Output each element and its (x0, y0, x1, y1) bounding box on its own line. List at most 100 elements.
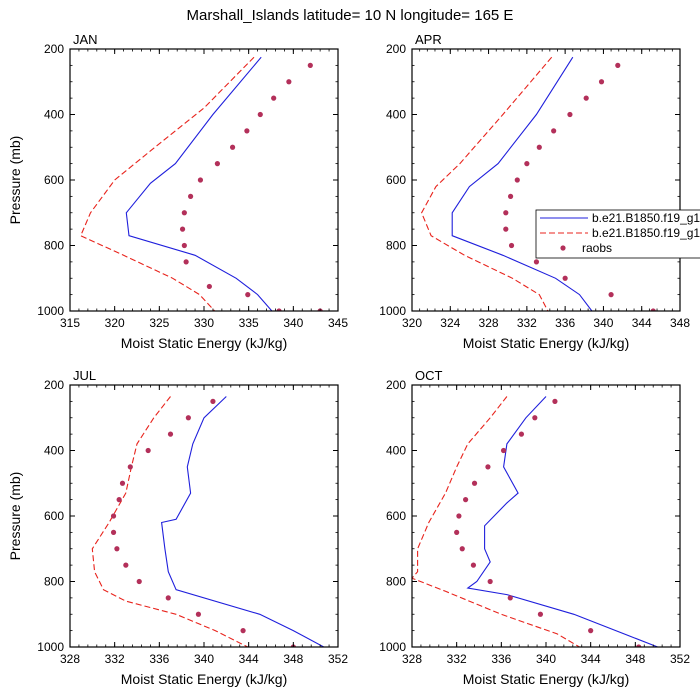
x-tick-label: 325 (149, 316, 169, 330)
y-tick-label: 1000 (37, 640, 64, 654)
x-tick-label: 328 (402, 652, 422, 666)
raobs-point (459, 546, 465, 552)
raobs-point (615, 62, 621, 68)
raobs-point (567, 111, 573, 118)
y-tick-label: 600 (386, 509, 406, 523)
raobs-point (114, 546, 120, 552)
y-tick-label: 200 (386, 378, 406, 392)
raobs-point (507, 595, 513, 601)
x-tick-label: 336 (555, 316, 575, 330)
raobs-point (185, 415, 191, 421)
raobs-point (110, 513, 117, 519)
panel-jul: 328 332 336 340 344 348 352 200 400 600 800 1000 JUL… (7, 368, 348, 687)
y-tick-label: 400 (44, 108, 64, 122)
solid-model-line (125, 56, 273, 311)
y-tick-label: 800 (386, 575, 406, 589)
raobs-point (537, 611, 544, 617)
y-tick-label: 1000 (379, 640, 406, 654)
raobs-point (119, 480, 126, 486)
raobs-point (471, 480, 478, 486)
y-tick-label: 200 (386, 42, 406, 56)
figure-title: Marshall_Islands latitude= 10 N longitud… (187, 7, 514, 24)
raobs-point (583, 95, 589, 101)
x-axis-title: Moist Static Energy (kJ/kg) (121, 671, 288, 687)
raobs-point (650, 308, 656, 311)
x-tick-label: 336 (149, 652, 169, 666)
y-tick-label: 1000 (37, 304, 64, 318)
x-tick-label: 324 (440, 316, 460, 330)
solid-model-line (160, 396, 325, 647)
y-axis-title: Pressure (mb) (7, 472, 23, 561)
raobs-point (485, 464, 491, 470)
raobs-point (181, 210, 187, 216)
raobs-point (518, 431, 525, 437)
y-tick-label: 200 (44, 42, 64, 56)
panel-label: JUL (73, 368, 96, 383)
raobs-point (271, 95, 277, 101)
plot-frame (411, 384, 681, 648)
x-tick-label: 328 (479, 316, 499, 330)
x-tick-label: 335 (239, 316, 259, 330)
raobs-point (503, 210, 509, 216)
raobs-point (552, 398, 558, 404)
x-tick-label: 348 (625, 652, 645, 666)
x-axis-title: Moist Static Energy (kJ/kg) (463, 671, 630, 687)
panel-apr: 320 324 328 332 336 340 344 348 200 400 600 800 1000… (379, 32, 690, 351)
raobs-point (110, 529, 117, 535)
solid-model-line (451, 56, 593, 311)
raobs-point (503, 226, 509, 232)
raobs-point (257, 111, 263, 118)
plot-area (412, 396, 658, 647)
raobs-point (179, 226, 186, 232)
solid-model-line (466, 396, 658, 647)
raobs-point (636, 644, 642, 647)
x-tick-label: 344 (581, 652, 601, 666)
dashed-model-line (91, 396, 249, 647)
raobs-point (123, 562, 129, 568)
y-tick-label: 600 (386, 173, 406, 187)
y-tick-label: 400 (386, 108, 406, 122)
raobs-point (127, 464, 133, 470)
plot-frame (411, 48, 681, 312)
raobs-point (551, 128, 557, 134)
x-tick-label: 345 (328, 316, 348, 330)
raobs-point (514, 177, 520, 183)
raobs-point (532, 415, 538, 421)
raobs-point (463, 497, 469, 503)
x-tick-label: 340 (593, 316, 613, 330)
panel-label: APR (415, 32, 442, 47)
x-tick-label: 344 (239, 652, 259, 666)
y-tick-label: 600 (44, 509, 64, 523)
x-tick-label: 336 (491, 652, 511, 666)
raobs-point (588, 628, 594, 634)
y-tick-label: 400 (44, 444, 64, 458)
plot-area (79, 56, 323, 311)
x-tick-label: 348 (283, 652, 303, 666)
raobs-point (245, 292, 251, 298)
x-tick-label: 340 (283, 316, 303, 330)
raobs-point (608, 292, 614, 298)
raobs-point (276, 308, 282, 311)
raobs-point (286, 79, 292, 85)
dashed-model-line (79, 56, 255, 311)
raobs-point (183, 259, 189, 265)
x-tick-label: 344 (632, 316, 652, 330)
x-tick-label: 340 (194, 652, 214, 666)
y-tick-label: 400 (386, 444, 406, 458)
raobs-point (507, 193, 514, 199)
raobs-point (181, 242, 187, 249)
y-tick-label: 800 (44, 239, 64, 253)
legend-label: b.e21.B1850.f19_g17 (592, 211, 700, 225)
y-tick-label: 800 (44, 575, 64, 589)
raobs-point (562, 275, 568, 281)
plot-area (420, 56, 656, 311)
y-tick-label: 800 (386, 239, 406, 253)
raobs-point (210, 398, 216, 404)
y-tick-label: 200 (44, 378, 64, 392)
panel-jan: 315 320 325 330 335 340 345 200 400 600 800 1000 JAN… (7, 32, 348, 351)
x-tick-label: 328 (60, 652, 80, 666)
raobs-point (206, 283, 212, 290)
x-tick-label: 332 (517, 316, 537, 330)
panel-label: JAN (73, 32, 98, 47)
